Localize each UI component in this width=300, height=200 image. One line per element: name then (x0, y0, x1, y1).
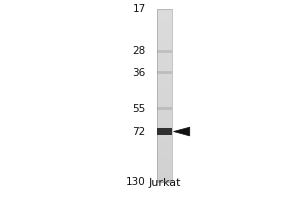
Bar (158, 82, 172, 85)
Bar (158, 147, 172, 149)
Bar (158, 115, 172, 117)
Bar (158, 177, 172, 180)
Bar (158, 106, 172, 108)
Bar (158, 128, 172, 130)
Bar (158, 175, 172, 177)
Bar (158, 39, 172, 41)
Bar (158, 143, 172, 145)
Text: 28: 28 (132, 46, 146, 56)
Bar (158, 93, 172, 95)
Bar (158, 61, 172, 63)
Bar (158, 78, 172, 80)
Bar (158, 113, 172, 115)
Bar (158, 149, 172, 151)
Bar (158, 151, 172, 154)
Bar (158, 145, 172, 147)
Bar (158, 80, 172, 82)
Bar (158, 167, 172, 169)
Text: 17: 17 (132, 4, 146, 14)
Bar (158, 9, 172, 182)
Bar (158, 154, 172, 156)
Bar (158, 65, 172, 67)
Bar (158, 44, 172, 46)
Bar (158, 9, 172, 11)
Bar (158, 102, 172, 104)
Bar (158, 139, 172, 141)
Bar (158, 119, 172, 121)
Bar (158, 132, 172, 134)
Bar (158, 85, 172, 87)
Bar (158, 72, 172, 74)
Bar (158, 108, 172, 110)
Bar (158, 110, 172, 113)
Bar (158, 33, 172, 35)
Bar (158, 162, 172, 164)
Bar (158, 164, 172, 167)
Bar (158, 15, 172, 18)
Bar (158, 71, 172, 74)
Bar (158, 11, 172, 13)
Bar (158, 37, 172, 39)
Bar (158, 46, 172, 48)
Bar (158, 26, 172, 28)
Bar (158, 41, 172, 44)
Bar (158, 180, 172, 183)
Bar (158, 87, 172, 89)
Bar (158, 35, 172, 37)
Text: 55: 55 (132, 104, 146, 114)
Bar (158, 59, 172, 61)
Bar (158, 48, 172, 50)
Bar (158, 54, 172, 56)
Bar (158, 20, 172, 22)
Bar (158, 89, 172, 91)
Bar (158, 130, 172, 132)
Bar (158, 76, 172, 78)
Bar (158, 128, 172, 135)
Bar (158, 158, 172, 160)
Bar (158, 50, 172, 53)
Bar (158, 171, 172, 173)
Bar (158, 156, 172, 158)
Bar (158, 69, 172, 72)
Bar (158, 18, 172, 20)
Polygon shape (174, 127, 190, 136)
Bar (158, 136, 172, 139)
Bar (158, 100, 172, 102)
Bar (158, 13, 172, 15)
Bar (158, 123, 172, 126)
Bar (158, 63, 172, 65)
Bar (158, 52, 172, 54)
Bar (158, 67, 172, 69)
Bar (158, 24, 172, 26)
Text: 130: 130 (126, 177, 146, 187)
Bar (158, 141, 172, 143)
Bar (158, 95, 172, 97)
Text: Jurkat: Jurkat (148, 178, 181, 188)
Bar (158, 104, 172, 106)
Bar (158, 107, 172, 110)
Bar (158, 173, 172, 175)
Bar (158, 91, 172, 93)
Bar (158, 134, 172, 136)
Bar (158, 160, 172, 162)
Bar (158, 22, 172, 24)
Bar (158, 126, 172, 128)
Bar (158, 74, 172, 76)
Bar (158, 56, 172, 59)
Bar (158, 169, 172, 171)
Bar (158, 97, 172, 100)
Bar (158, 50, 172, 52)
Bar (158, 180, 172, 182)
Text: 72: 72 (132, 127, 146, 137)
Bar (158, 121, 172, 123)
Bar (158, 31, 172, 33)
Bar (158, 28, 172, 31)
Bar (158, 117, 172, 119)
Text: 36: 36 (132, 68, 146, 78)
